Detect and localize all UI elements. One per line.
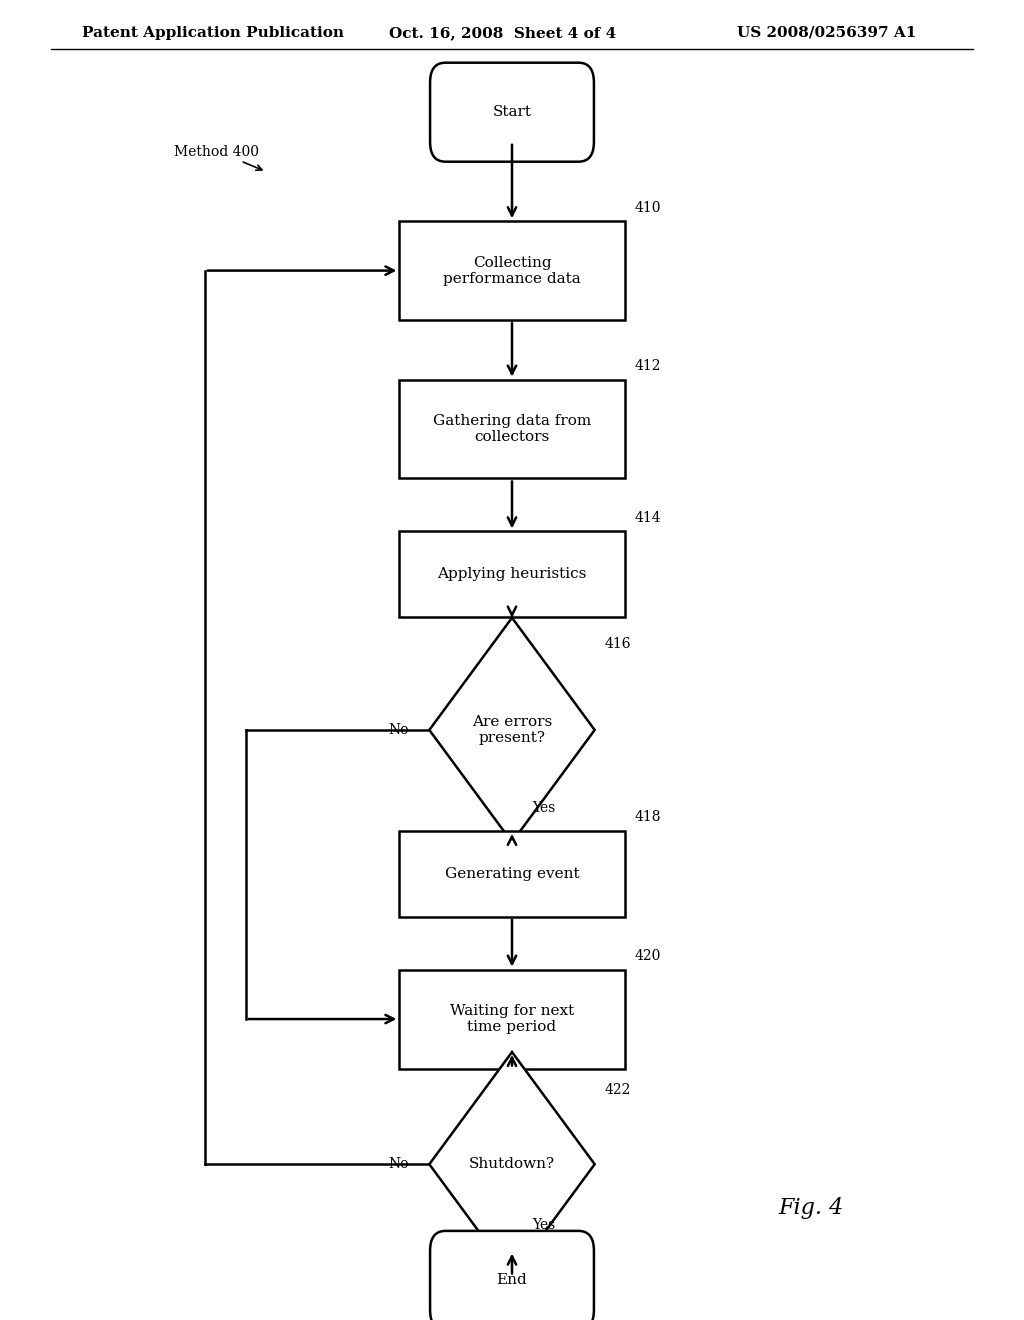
Text: End: End — [497, 1274, 527, 1287]
Text: Fig. 4: Fig. 4 — [778, 1197, 844, 1218]
Text: Gathering data from
collectors: Gathering data from collectors — [433, 414, 591, 444]
Text: Patent Application Publication: Patent Application Publication — [82, 26, 344, 40]
Text: Are errors
present?: Are errors present? — [472, 715, 552, 744]
Text: Shutdown?: Shutdown? — [469, 1158, 555, 1171]
Text: 410: 410 — [635, 201, 662, 214]
Polygon shape — [429, 618, 595, 842]
Text: Yes: Yes — [532, 1218, 556, 1232]
Text: Generating event: Generating event — [444, 867, 580, 880]
Text: 412: 412 — [635, 359, 662, 372]
FancyBboxPatch shape — [399, 969, 625, 1069]
FancyBboxPatch shape — [430, 62, 594, 161]
Text: 418: 418 — [635, 810, 662, 824]
Text: 414: 414 — [635, 511, 662, 525]
Text: Applying heuristics: Applying heuristics — [437, 568, 587, 581]
Text: 420: 420 — [635, 949, 662, 964]
Text: No: No — [388, 723, 409, 737]
Polygon shape — [429, 1052, 595, 1276]
Text: Oct. 16, 2008  Sheet 4 of 4: Oct. 16, 2008 Sheet 4 of 4 — [389, 26, 616, 40]
FancyBboxPatch shape — [430, 1230, 594, 1320]
Text: 422: 422 — [605, 1082, 632, 1097]
FancyBboxPatch shape — [399, 220, 625, 319]
Text: 416: 416 — [605, 638, 632, 652]
Text: Waiting for next
time period: Waiting for next time period — [450, 1005, 574, 1034]
Text: Yes: Yes — [532, 801, 556, 814]
Text: Start: Start — [493, 106, 531, 119]
FancyBboxPatch shape — [399, 380, 625, 478]
Text: Collecting
performance data: Collecting performance data — [443, 256, 581, 285]
Text: Method 400: Method 400 — [174, 145, 259, 158]
Text: No: No — [388, 1158, 409, 1171]
Text: US 2008/0256397 A1: US 2008/0256397 A1 — [737, 26, 916, 40]
FancyBboxPatch shape — [399, 532, 625, 618]
FancyBboxPatch shape — [399, 832, 625, 916]
